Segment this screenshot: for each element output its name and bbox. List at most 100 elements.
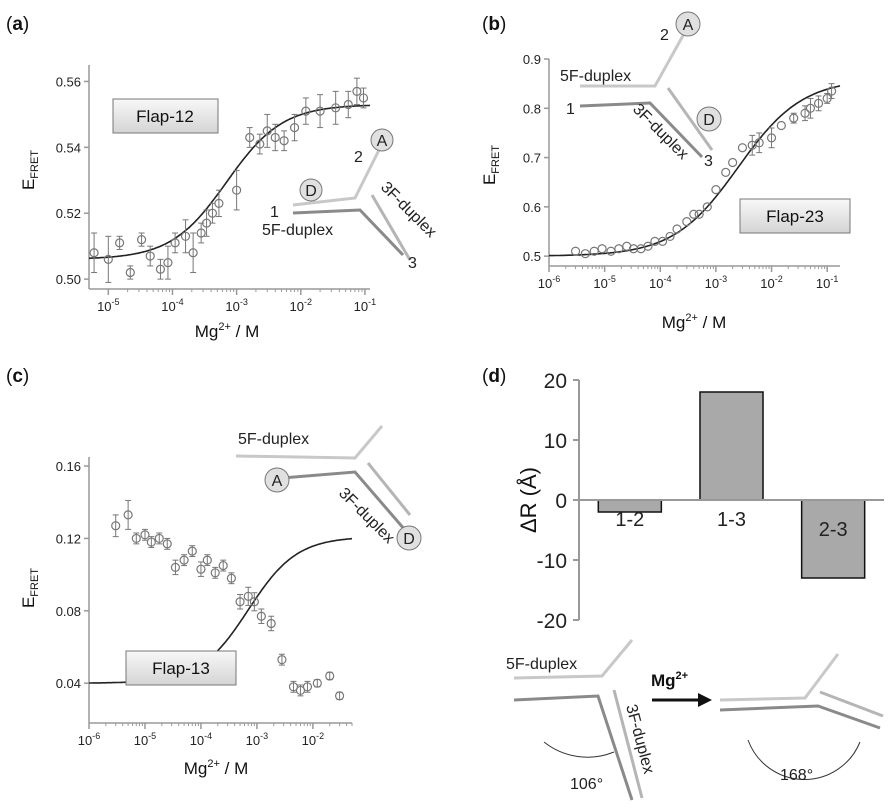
panel-a-y-tick-label: 0.50 (56, 272, 81, 287)
panel-c-data-point (243, 591, 253, 601)
panel-b-data-point (665, 231, 675, 242)
panel-c-y-tick-label: 0.12 (56, 531, 81, 546)
panel-d-y-tick-label: -10 (537, 550, 567, 573)
panel-a-x-tick-label: 10-3 (225, 297, 247, 314)
panel-b-y-tick-label: 0.7 (523, 151, 541, 166)
panel-a-data-point (262, 126, 272, 136)
schematic-angle-after: 168° (780, 767, 813, 784)
panel-c-xlabel: Mg2+ / M (184, 758, 249, 778)
panel-b-chart: 0.50.60.70.80.910-6 10-5 10-4 10-3 10-2 10-1 … (480, 11, 851, 332)
panel-a-data-point (255, 139, 265, 149)
inset-c-strand-dark (281, 470, 407, 531)
inset-c-donor-label: D (403, 531, 415, 548)
panel-c-x-tick-label: 10-2 (302, 731, 324, 748)
panel-b-x-tick-label: 10-2 (760, 274, 782, 291)
panel-c-data-point (123, 510, 133, 520)
panel-a-data-point (170, 238, 180, 248)
panel-b-data-point (570, 246, 581, 256)
inset-c-donor-marker (396, 525, 422, 551)
panel-b-data-point (597, 244, 607, 254)
schematic-angle-before-arc (543, 741, 615, 758)
inset-b-donor-marker (696, 106, 722, 132)
panel-c-data-point (226, 573, 236, 583)
panel-a-plot-area: 0.50 0.52 0.54 0.56 10-5 10-4 10-3 10-2 10-1 (56, 65, 376, 314)
panel-d-label: (d) (482, 366, 506, 387)
inset-c-duplex3-label: 3F-duplex (335, 485, 397, 547)
panel-a-name-box: Flap-12 (112, 98, 219, 134)
panel-b-data-point (672, 224, 682, 234)
inset-c-strand-mid (366, 462, 412, 516)
panel-a-data-point (358, 93, 369, 103)
schematic-duplex5-label: 5F-duplex (506, 656, 577, 673)
inset-c-acceptor-marker (264, 467, 290, 493)
panel-b-x-tick-label: 10-4 (649, 274, 671, 291)
panel-b-y-tick-label: 0.5 (523, 249, 541, 264)
panel-c-data-point (277, 655, 287, 665)
panel-a-x-tick-label: 10-1 (354, 297, 376, 314)
panel-c-data-point (154, 533, 164, 544)
inset-b-donor-label: D (703, 112, 715, 129)
schematic-before-strand-light (513, 639, 634, 680)
inset-c-acceptor-label: A (272, 473, 283, 490)
panel-a-chart: 0.50 0.52 0.54 0.56 10-5 10-4 10-3 10-2 10-1 Mg2… (19, 65, 440, 341)
panel-c-data-point (111, 521, 121, 531)
panel-d-chart: -20 -10 0 10 20 1-2 1-3 2-3 ΔR (Å) (516, 370, 884, 633)
panel-c-data-point (179, 555, 189, 565)
panel-b-data-point (702, 202, 712, 212)
schematic-before-strand-dark (513, 694, 634, 801)
panel-b-name-box-frame (739, 198, 851, 234)
panel-a-xlabel: Mg2+ / M (195, 321, 260, 341)
panel-c-y-tick-label: 0.08 (56, 604, 81, 619)
panel-a-data-point (331, 103, 341, 113)
inset-a-strand-light (292, 147, 382, 207)
inset-b-strand-mid (666, 87, 714, 151)
panel-b-x-tick-label: 10-3 (705, 274, 727, 291)
panel-b-x-tick-label: 10-1 (816, 274, 838, 291)
panel-c-data-point (249, 597, 259, 607)
panel-b-data-point (805, 103, 816, 113)
inset-a-donor-label: D (305, 183, 317, 200)
panel-a-data-point (214, 198, 224, 208)
panel-b-data-point (728, 157, 738, 168)
inset-a-duplex3-label: 3F-duplex (377, 179, 439, 241)
panel-c-ylabel: EFRET (19, 568, 41, 608)
schematic-angle-after-arc (747, 739, 861, 780)
panel-a-y-tick-label: 0.56 (56, 74, 81, 89)
panel-c-x-tick-label: 10-3 (246, 731, 268, 748)
panel-b-inset: A D 1 2 3 5F-duplex 3F-duplex (560, 11, 722, 170)
panel-d-y-tick-label: -20 (537, 610, 567, 633)
panel-a-data-point (145, 251, 155, 261)
panel-a-data-point (343, 99, 353, 110)
inset-b-strand-dark (579, 101, 704, 159)
inset-a-duplex5-label: 5F-duplex (262, 222, 333, 239)
panel-c-name-box-frame (125, 650, 237, 686)
panel-d-ylabel: ΔR (Å) (516, 467, 541, 533)
inset-b-acceptor-marker (675, 11, 701, 37)
schematic-before-strand-mid (612, 689, 644, 799)
panel-a-data-point (207, 208, 218, 218)
inset-a-arm2-label: 2 (354, 149, 363, 166)
panel-b-data-point (737, 143, 748, 153)
inset-a-strand-mid (370, 194, 412, 261)
panel-d-bar (699, 391, 764, 501)
panel-b-data-point (606, 246, 616, 256)
panel-a-data-point (188, 248, 198, 258)
panel-b-data-point (643, 241, 653, 251)
panel-d-category-label: 2-3 (819, 519, 848, 541)
panel-b-data-point (813, 98, 824, 108)
panel-d-y-tick-label: 0 (555, 490, 567, 513)
inset-a-strand-dark (292, 208, 405, 257)
panel-d-y-tick-label: 10 (544, 430, 567, 453)
schematic-arrow-label: Mg2+ (651, 670, 688, 690)
panel-b-data-point (826, 86, 837, 96)
inset-b-duplex5-label: 5F-duplex (560, 68, 631, 85)
panel-c-data-point (325, 671, 335, 681)
panel-b-data-point (694, 209, 704, 219)
panel-a-data-point (289, 122, 300, 133)
inset-a-donor-marker (299, 178, 323, 202)
panel-a-data-point (279, 136, 289, 146)
panel-a-data-point (270, 132, 280, 143)
inset-b-arm3-label: 3 (704, 153, 713, 170)
panel-c-name-box: Flap-13 (125, 650, 237, 686)
